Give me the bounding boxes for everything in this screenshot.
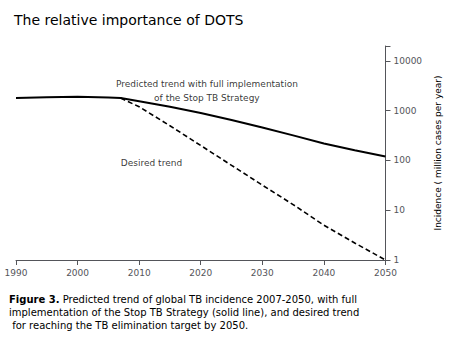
svg-text:Incidence ( million cases per: Incidence ( million cases per year)	[433, 76, 443, 231]
svg-text:The relative importance of DOT: The relative importance of DOTS	[13, 12, 243, 28]
svg-text:2000: 2000	[66, 268, 89, 278]
svg-text:10000: 10000	[393, 56, 422, 66]
svg-text:2050: 2050	[374, 268, 397, 278]
svg-text:Figure 3.: Figure 3.	[9, 294, 60, 305]
svg-text:2040: 2040	[312, 268, 335, 278]
svg-text:1000: 1000	[393, 106, 416, 116]
svg-text:1990: 1990	[5, 268, 28, 278]
svg-text:Predicted trend of global TB i: Predicted trend of global TB incidence 2…	[59, 294, 360, 305]
svg-text:1: 1	[393, 255, 399, 265]
svg-text:implementation of the Stop TB: implementation of the Stop TB Strategy (…	[9, 307, 359, 318]
svg-text:10: 10	[393, 205, 405, 215]
svg-text:2030: 2030	[251, 268, 274, 278]
svg-text:2020: 2020	[189, 268, 212, 278]
svg-text:Predicted trend with full impl: Predicted trend with full implementation	[116, 79, 298, 89]
svg-text:of the Stop TB Strategy: of the Stop TB Strategy	[154, 93, 260, 103]
svg-text:100: 100	[393, 155, 410, 165]
svg-text:Desired trend: Desired trend	[121, 158, 182, 168]
svg-text:2010: 2010	[128, 268, 151, 278]
svg-text:for reaching the TB eliminatio: for reaching the TB elimination target b…	[9, 320, 248, 331]
